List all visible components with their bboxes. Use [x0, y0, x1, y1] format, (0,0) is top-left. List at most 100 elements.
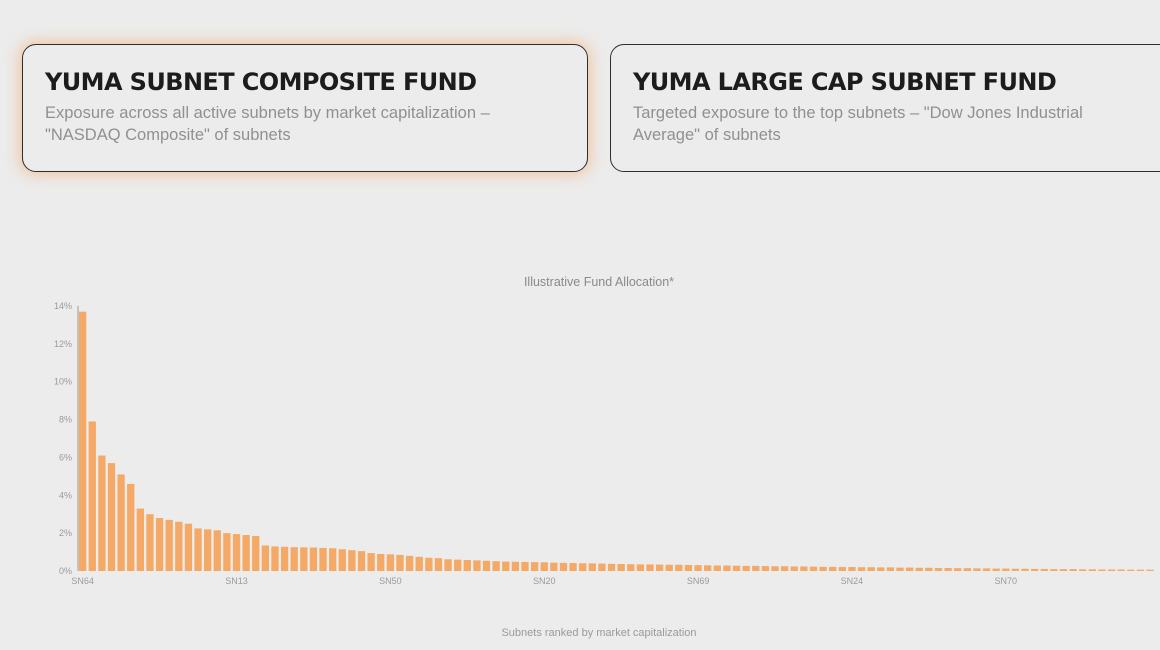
x-tick-label: SN24 — [841, 576, 864, 586]
allocation-bar — [530, 562, 539, 571]
y-tick-label: 2% — [59, 528, 72, 538]
allocation-bar — [386, 554, 395, 571]
allocation-bar — [396, 554, 404, 571]
x-tick-label: SN50 — [379, 576, 402, 586]
allocation-bar — [463, 560, 471, 571]
large-cap-fund-card[interactable]: YUMA LARGE CAP SUBNET FUND Targeted expo… — [610, 44, 1160, 172]
allocation-bar — [454, 559, 462, 571]
allocation-bar — [271, 546, 279, 571]
allocation-bar — [1117, 569, 1125, 571]
allocation-bar — [925, 567, 933, 571]
allocation-bar — [780, 566, 789, 571]
allocation-bar — [684, 564, 693, 571]
composite-fund-title: YUMA SUBNET COMPOSITE FUND — [45, 68, 477, 96]
allocation-bar — [752, 565, 760, 571]
allocation-bar — [704, 565, 712, 571]
allocation-bar — [338, 549, 346, 571]
allocation-bar — [732, 565, 741, 571]
allocation-bar — [848, 567, 856, 571]
allocation-bar — [915, 567, 923, 571]
allocation-bar — [1050, 569, 1058, 571]
allocation-bar — [675, 564, 683, 571]
allocation-bar — [886, 567, 895, 571]
allocation-bar — [829, 566, 837, 571]
allocation-bar — [136, 508, 145, 571]
allocation-bar — [146, 514, 154, 571]
allocation-bar — [184, 523, 193, 571]
allocation-bar — [242, 535, 250, 571]
x-tick-label: SN64 — [71, 576, 94, 586]
allocation-bar — [954, 568, 962, 571]
allocation-bar — [98, 455, 106, 571]
allocation-bar — [1059, 569, 1068, 571]
allocation-bar — [405, 555, 414, 571]
allocation-bar — [1146, 569, 1154, 571]
allocation-bar — [492, 561, 500, 571]
allocation-bar — [223, 533, 231, 571]
allocation-bar — [559, 562, 568, 571]
allocation-bar — [357, 551, 366, 572]
allocation-bar — [550, 562, 558, 571]
allocation-bar — [934, 567, 943, 571]
allocation-bar — [973, 568, 981, 571]
y-tick-label: 14% — [54, 301, 72, 311]
allocation-bar — [742, 565, 750, 571]
allocation-bar — [280, 546, 289, 571]
allocation-bar — [588, 563, 596, 571]
allocation-bar — [569, 563, 577, 571]
allocation-bar — [300, 547, 308, 571]
allocation-bar — [665, 564, 673, 571]
allocation-bar — [607, 563, 616, 571]
allocation-bar — [896, 567, 904, 571]
allocation-bar — [694, 565, 702, 571]
allocation-bar — [482, 560, 491, 571]
x-tick-label: SN20 — [533, 576, 556, 586]
allocation-bar — [127, 483, 135, 571]
allocation-bar — [1079, 569, 1087, 571]
allocation-bar — [377, 553, 385, 571]
allocation-bar — [309, 547, 318, 571]
allocation-bar — [79, 311, 87, 571]
allocation-bar — [348, 550, 356, 571]
allocation-bar — [194, 528, 202, 571]
y-tick-label: 4% — [59, 490, 72, 500]
allocation-bar — [444, 559, 452, 571]
allocation-bar — [252, 535, 260, 571]
allocation-bar — [1127, 569, 1135, 571]
large-cap-fund-description: Targeted exposure to the top subnets – "… — [633, 104, 1083, 144]
allocation-bar — [627, 564, 635, 571]
allocation-bar — [579, 563, 587, 571]
allocation-bar — [1088, 569, 1096, 571]
allocation-bar — [713, 565, 721, 571]
allocation-bar — [598, 563, 606, 571]
x-tick-label: SN70 — [995, 576, 1018, 586]
composite-fund-card[interactable]: YUMA SUBNET COMPOSITE FUND Exposure acro… — [22, 44, 588, 172]
allocation-bar — [415, 556, 423, 571]
allocation-bar — [877, 567, 885, 571]
allocation-bar — [761, 566, 770, 571]
allocation-bar — [867, 567, 875, 571]
allocation-bar — [213, 530, 221, 571]
allocation-bar — [838, 567, 846, 571]
y-tick-label: 8% — [59, 415, 72, 425]
allocation-bar — [107, 463, 116, 571]
allocation-bar — [1069, 569, 1077, 571]
allocation-bar — [982, 568, 991, 571]
allocation-bar — [175, 521, 183, 571]
allocation-bar — [992, 568, 1000, 571]
allocation-bar — [655, 564, 664, 571]
allocation-bar — [204, 529, 212, 571]
allocation-bar — [521, 561, 529, 571]
allocation-bar — [367, 553, 375, 571]
allocation-bar — [963, 568, 971, 571]
allocation-bar — [905, 567, 914, 571]
allocation-bar — [329, 548, 337, 571]
allocation-bar — [261, 545, 270, 571]
allocation-bar — [155, 518, 164, 571]
allocation-bar — [1107, 569, 1116, 571]
allocation-bar — [771, 566, 779, 571]
allocation-bar — [1098, 569, 1106, 571]
y-tick-label: 12% — [54, 339, 72, 349]
allocation-bar — [944, 567, 952, 571]
